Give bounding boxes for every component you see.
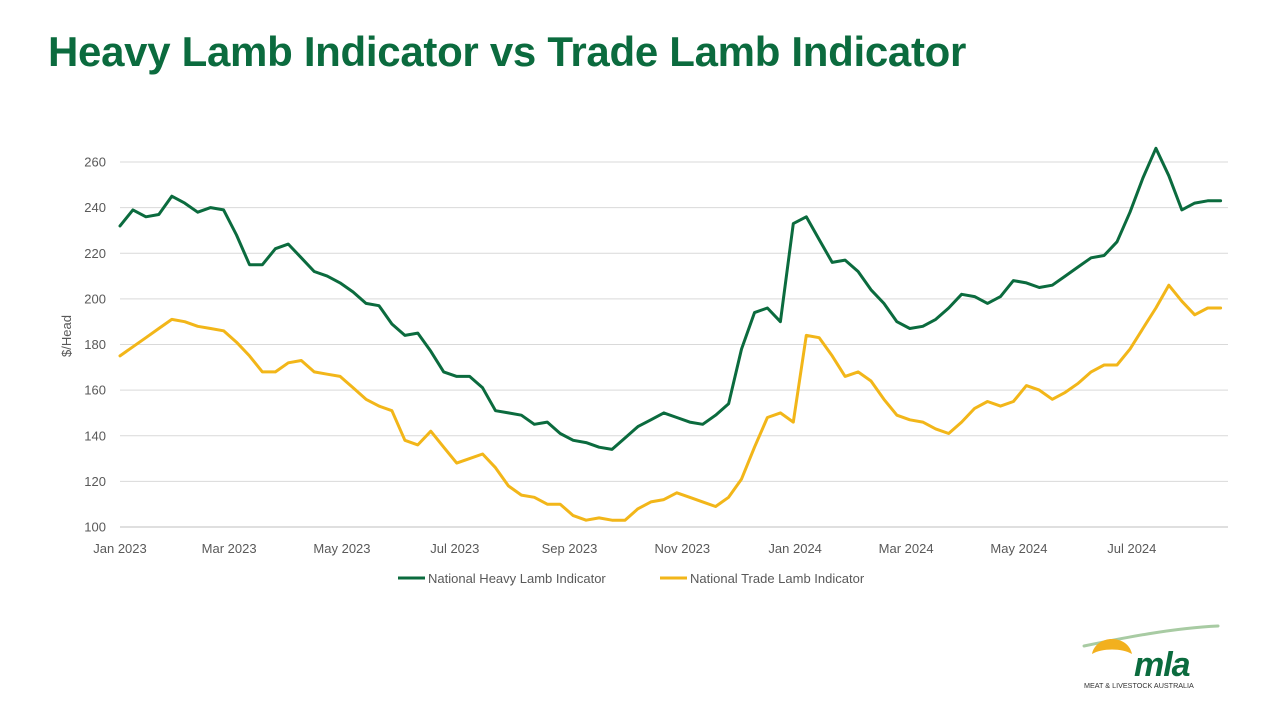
series-lines — [118, 146, 1223, 522]
x-tick-label: Jul 2024 — [1107, 541, 1156, 556]
y-axis-label: $/Head — [59, 315, 74, 357]
x-tick-label: Mar 2023 — [202, 541, 257, 556]
y-tick-label: 240 — [84, 200, 106, 215]
series-line-trade-lamb — [118, 283, 1223, 522]
y-tick-label: 160 — [84, 383, 106, 398]
x-tick-label: May 2024 — [990, 541, 1047, 556]
legend-label-heavy: National Heavy Lamb Indicator — [428, 571, 606, 586]
logo-tagline: MEAT & LIVESTOCK AUSTRALIA — [1084, 681, 1194, 690]
gridlines — [120, 161, 1228, 528]
x-tick-label: Jan 2024 — [768, 541, 822, 556]
logo-wordmark: mla — [1134, 646, 1190, 684]
y-tick-label: 100 — [84, 520, 106, 535]
legend: National Heavy Lamb Indicator National T… — [398, 571, 865, 586]
y-tick-label: 140 — [84, 428, 106, 443]
logo-swoosh — [1082, 624, 1220, 648]
y-tick-label: 120 — [84, 474, 106, 489]
x-tick-label: Jan 2023 — [93, 541, 147, 556]
y-tick-label: 200 — [84, 291, 106, 306]
y-axis-tick-labels: 100 120 140 160 180 200 220 240 260 — [84, 155, 106, 535]
y-tick-label: 220 — [84, 246, 106, 261]
legend-label-trade: National Trade Lamb Indicator — [690, 571, 865, 586]
x-tick-label: Sep 2023 — [542, 541, 598, 556]
y-tick-label: 180 — [84, 337, 106, 352]
logo-sun — [1092, 639, 1132, 654]
x-tick-label: Jul 2023 — [430, 541, 479, 556]
x-tick-label: Mar 2024 — [879, 541, 934, 556]
x-axis-tick-labels: Jan 2023 Mar 2023 May 2023 Jul 2023 Sep 2023… — [93, 541, 1156, 556]
series-line-heavy-lamb — [118, 146, 1223, 451]
y-tick-label: 260 — [84, 155, 106, 170]
slide-title: Heavy Lamb Indicator vs Trade Lamb Indic… — [48, 28, 967, 75]
x-tick-label: May 2023 — [313, 541, 370, 556]
mla-logo: mla MEAT & LIVESTOCK AUSTRALIA — [1082, 624, 1220, 690]
x-tick-label: Nov 2023 — [654, 541, 710, 556]
